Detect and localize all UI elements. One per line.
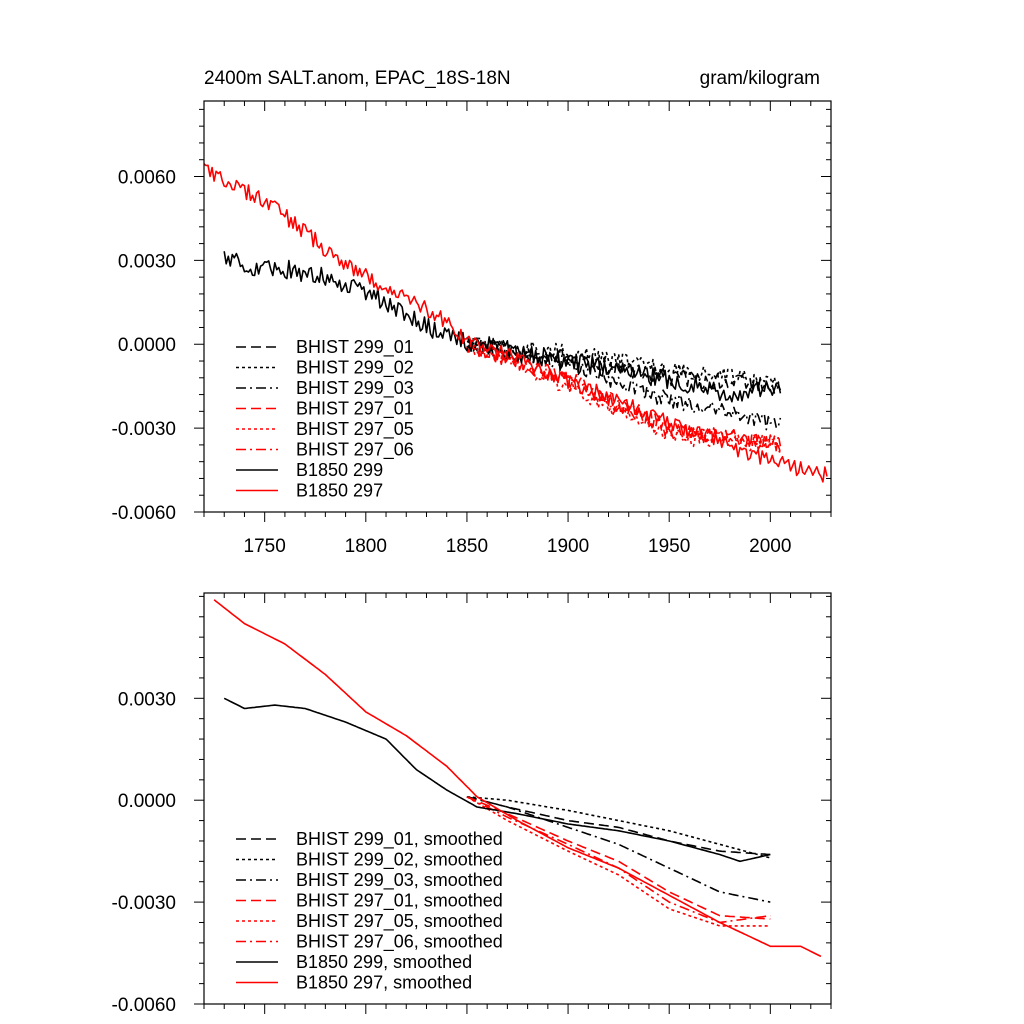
legend-label: BHIST 299_03, smoothed [296,870,503,891]
y-tick-label: 0.0030 [118,689,176,710]
series-line [223,251,782,403]
series-line [466,796,771,859]
legend-label: BHIST 297_01 [296,399,414,420]
series-layer [213,599,822,958]
axis-ticks: 1750 1800 1850 1900 1950 2000 -0.0060 -0.0030 0.… [112,101,832,557]
legend-label: BHIST 297_06, smoothed [296,932,503,953]
x-tick-label: 1750 [244,536,286,557]
x-tick-label: 1950 [648,536,690,557]
chart-title: 2400m SALT.anom, EPAC_18S-18N [204,68,511,89]
legend-label: B1850 297 [296,481,383,501]
series-line [203,163,828,483]
legend-label: BHIST 297_01, smoothed [296,891,503,912]
x-tick-label: 1850 [446,536,488,557]
legend-label: BHIST 299_01 [296,337,414,358]
y-tick-label: -0.0060 [112,995,176,1016]
y-tick-label: 0.0000 [118,335,176,356]
y-tick-label: 0.0060 [118,167,176,188]
plot-frame [203,100,832,513]
y-tick-label: 0.0000 [118,791,176,812]
panel-bottom: -0.0060 -0.0030 0.0000 0.0030 BHIST 299_01,… [112,592,832,1016]
x-tick-label: 2000 [749,536,791,557]
y-tick-label: -0.0030 [112,419,176,440]
plot-frame [203,592,832,1005]
series-line [466,796,771,927]
series-line [466,796,771,920]
legend-label: B1850 299, smoothed [296,952,472,972]
series-line [223,697,771,863]
legend-label: BHIST 299_03 [296,378,414,399]
series-line [466,337,781,388]
series-line [466,336,782,431]
series-line [466,339,782,453]
series-line [466,796,771,856]
legend-label: BHIST 299_01, smoothed [296,829,503,850]
legend-label: BHIST 299_02, smoothed [296,850,503,871]
series-layer [203,163,828,483]
y-tick-label: -0.0060 [112,503,176,524]
units-label: gram/kilogram [700,68,820,89]
legend-label: BHIST 297_06 [296,440,414,461]
x-tick-label: 1800 [345,536,387,557]
axis-ticks: -0.0060 -0.0030 0.0000 0.0030 [112,593,832,1016]
legend-label: B1850 297, smoothed [296,973,472,993]
y-tick-label: -0.0030 [112,893,176,914]
y-tick-label: 0.0030 [118,251,176,272]
legend-label: B1850 299 [296,460,383,480]
legend-label: BHIST 297_05 [296,419,414,440]
x-tick-label: 1900 [547,536,589,557]
panel-top: 2400m SALT.anom, EPAC_18S-18N gram/kilog… [112,68,832,557]
legend-label: BHIST 299_02 [296,358,414,379]
legend-label: BHIST 297_05, smoothed [296,911,503,932]
series-line [213,599,822,958]
